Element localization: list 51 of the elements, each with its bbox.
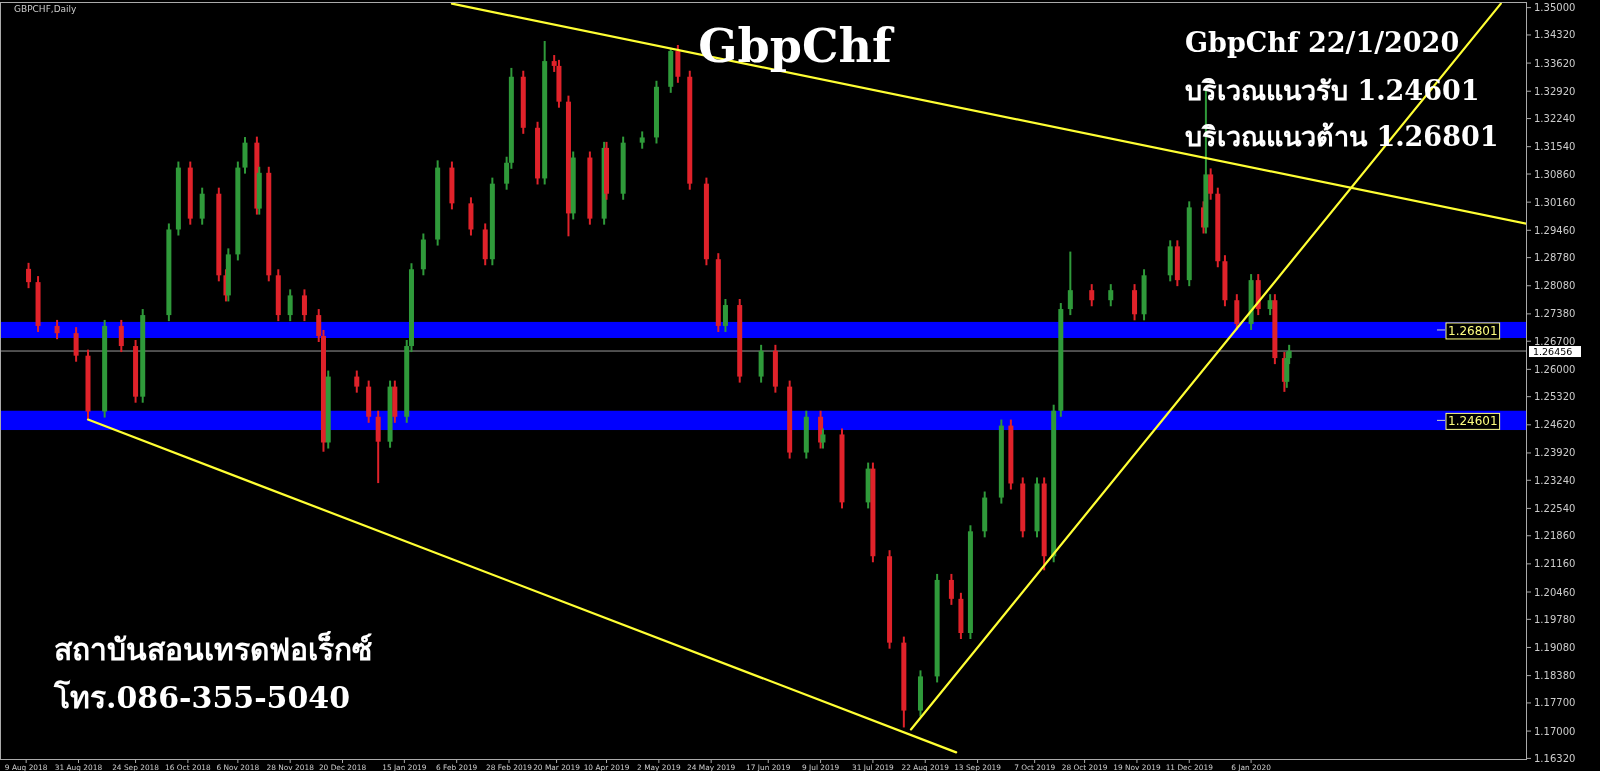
candlestick: [118, 318, 124, 354]
y-tick-label: 1.35000: [1534, 2, 1576, 14]
y-tick-label: 1.28780: [1534, 252, 1576, 264]
y-tick-label: 1.18380: [1534, 670, 1576, 682]
y-tick-label: 1.30160: [1534, 196, 1576, 208]
y-tick-label: 1.33620: [1534, 57, 1576, 69]
candlestick: [26, 261, 32, 290]
y-tick-label: 1.23240: [1534, 474, 1576, 486]
candlestick: [948, 572, 954, 606]
y-tick-label: 1.27380: [1534, 308, 1576, 320]
band-label: 1.26801: [1448, 323, 1498, 338]
y-tick-label: 1.21860: [1534, 530, 1576, 542]
y-tick-label: 1.17000: [1534, 725, 1576, 737]
candlestick: [73, 326, 79, 363]
candlestick: [1089, 283, 1095, 308]
candlestick: [301, 288, 307, 323]
candlestick: [1067, 250, 1073, 317]
ref-line-label: 1.26456: [1533, 346, 1573, 358]
y-tick-label: 1.20460: [1534, 586, 1576, 598]
y-tick-label: 1.19080: [1534, 641, 1576, 653]
y-tick-label: 1.25320: [1534, 391, 1576, 403]
chart-title: GbpChf: [698, 19, 895, 73]
annotation: GbpChf 22/1/2020: [1185, 27, 1460, 58]
candlestick: [287, 288, 293, 323]
candlestick: [54, 318, 60, 341]
annotation: สถาบันสอนเทรดฟอเร็กซ์: [54, 631, 372, 667]
candlestick: [722, 298, 728, 333]
y-tick-label: 1.31540: [1534, 141, 1576, 153]
y-tick-label: 1.19780: [1534, 613, 1576, 625]
candlestick: [1234, 293, 1240, 331]
y-tick-label: 1.17700: [1534, 697, 1576, 709]
candlestick: [1108, 283, 1114, 308]
band-label: 1.24601: [1448, 414, 1498, 429]
y-tick-label: 1.21160: [1534, 558, 1576, 570]
y-tick-label: 1.26700: [1534, 335, 1576, 347]
y-tick-label: 1.32240: [1534, 113, 1576, 125]
y-tick-label: 1.16320: [1534, 752, 1576, 764]
y-tick-label: 1.32920: [1534, 85, 1576, 97]
y-tick-label: 1.28080: [1534, 280, 1576, 292]
candlestick: [820, 427, 826, 450]
y-tick-label: 1.22540: [1534, 502, 1576, 514]
y-tick-label: 1.26000: [1534, 363, 1576, 375]
y-tick-label: 1.23920: [1534, 447, 1576, 459]
candlestick: [354, 369, 360, 394]
y-tick-label: 1.24620: [1534, 419, 1576, 431]
annotation: โทร.086-355-5040: [53, 679, 351, 715]
y-tick-label: 1.30860: [1534, 168, 1576, 180]
y-tick-label: 1.29460: [1534, 224, 1576, 236]
y-tick-label: 1.34320: [1534, 29, 1576, 41]
chart-subtitle: GBPCHF,Daily: [14, 4, 78, 14]
candlestick: [1208, 167, 1214, 201]
